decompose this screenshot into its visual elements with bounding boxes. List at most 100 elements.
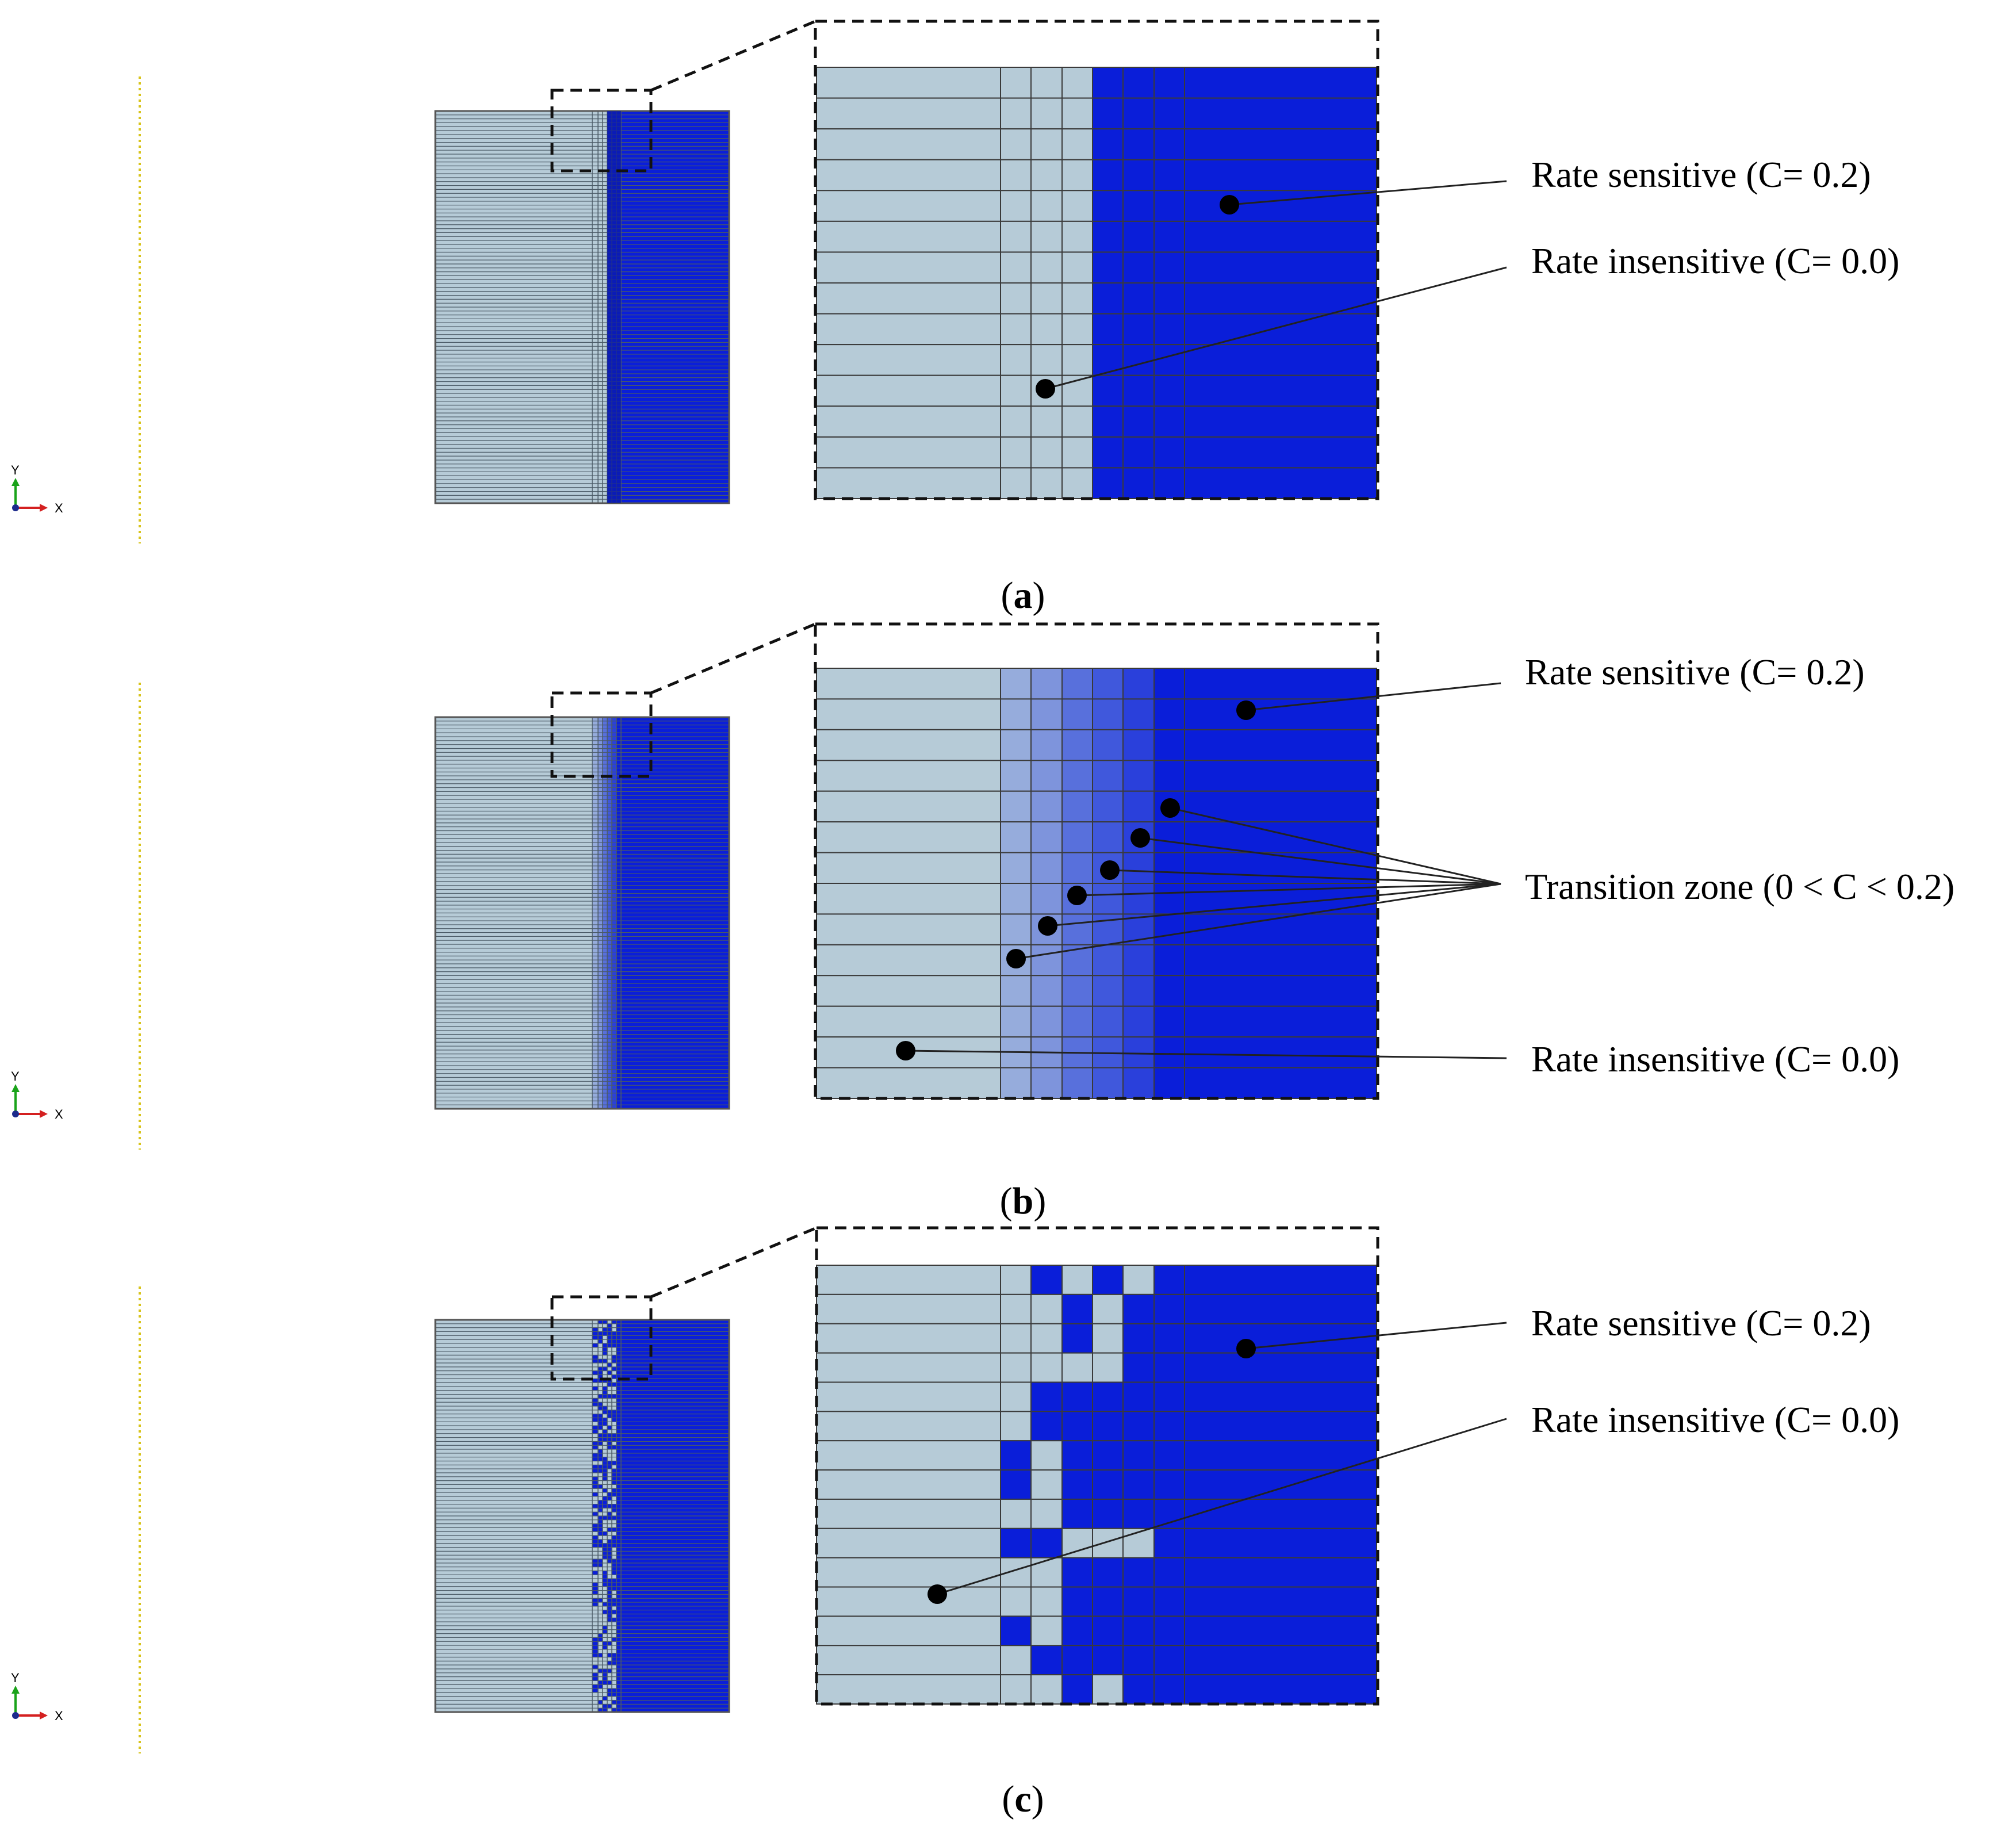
- mesh-cell: [612, 815, 616, 820]
- mesh-cell: [616, 1351, 621, 1355]
- mesh-cell: [1030, 698, 1063, 730]
- mesh-cell: [603, 342, 607, 347]
- mesh-cell: [435, 932, 592, 937]
- mesh-cell: [616, 1606, 621, 1610]
- mesh-cell: [816, 1067, 1001, 1099]
- mesh-cell: [603, 1093, 607, 1097]
- mesh-cell: [603, 181, 607, 186]
- mesh-cell: [603, 487, 607, 492]
- mesh-cell: [603, 440, 607, 445]
- mesh-cell: [616, 1461, 621, 1465]
- mesh-cell: [616, 866, 621, 870]
- mesh-cell: [616, 1453, 621, 1457]
- mesh-cell: [612, 1034, 616, 1039]
- y-arrow-head: [12, 1686, 20, 1694]
- mesh-cell: [616, 830, 621, 835]
- mesh-cell: [616, 1323, 621, 1328]
- mesh-cell: [598, 807, 603, 811]
- mesh-cell: [592, 1676, 598, 1681]
- mesh-cell: [592, 342, 598, 347]
- mesh-cell: [592, 940, 598, 944]
- mesh-cell: [607, 1536, 612, 1540]
- mesh-cell: [607, 1374, 612, 1379]
- mesh-cell: [598, 362, 603, 366]
- mesh-cell: [607, 1030, 612, 1035]
- mesh-cell: [435, 279, 592, 284]
- mesh-cell: [598, 291, 603, 296]
- mesh-cell: [598, 1394, 603, 1399]
- mesh-cell: [435, 158, 592, 162]
- mesh-cell: [592, 1014, 598, 1019]
- mesh-cell: [616, 1539, 621, 1544]
- label-transition-zone: Transition zone (0 < C < 0.2): [1525, 866, 1954, 907]
- mesh-cell: [435, 921, 592, 925]
- mesh-cell: [592, 452, 598, 457]
- mesh-cell: [592, 1653, 598, 1657]
- mesh-cell: [621, 1684, 729, 1689]
- mesh-cell: [616, 995, 621, 1000]
- mesh-cell: [603, 1006, 607, 1011]
- mesh-cell: [592, 1531, 598, 1536]
- mesh-cell: [598, 1598, 603, 1603]
- x-arrow-head: [40, 504, 48, 512]
- mesh-cell: [592, 1406, 598, 1410]
- mesh-cell: [598, 760, 603, 764]
- mesh-cell: [592, 846, 598, 851]
- mesh-cell: [1000, 313, 1032, 346]
- panel-caption: (c): [1002, 1778, 1044, 1820]
- mesh-cell: [603, 131, 607, 135]
- mesh-cell: [621, 134, 729, 139]
- mesh-cell: [435, 491, 592, 496]
- mesh-cell: [598, 154, 603, 158]
- mesh-cell: [598, 452, 603, 457]
- mesh-cell: [603, 1445, 607, 1450]
- mesh-cell: [1122, 1067, 1155, 1099]
- mesh-cell: [607, 1323, 612, 1328]
- mesh-cell: [1122, 128, 1155, 160]
- mesh-cell: [598, 448, 603, 453]
- leader-lines: [937, 1322, 1507, 1595]
- mesh-cell: [607, 740, 612, 745]
- mesh-cell: [598, 480, 603, 484]
- full-mesh: [434, 110, 730, 504]
- mesh-cell: [598, 370, 603, 374]
- mesh-cell: [1061, 975, 1093, 1007]
- mesh-cell: [592, 1657, 598, 1661]
- mesh-cell: [621, 913, 729, 917]
- mesh-cell: [603, 979, 607, 984]
- mesh-cell: [607, 729, 612, 733]
- mesh-cell: [621, 748, 729, 753]
- mesh-cell: [592, 1519, 598, 1524]
- mesh-cell: [621, 1465, 729, 1469]
- mesh-cell: [621, 389, 729, 394]
- mesh-cell: [435, 838, 592, 843]
- mesh-cell: [592, 1433, 598, 1438]
- mesh-cell: [621, 756, 729, 760]
- mesh-cell: [1000, 1527, 1032, 1559]
- mesh-cell: [435, 1575, 592, 1579]
- zoom-frame: [815, 1226, 1379, 1706]
- mesh-cell: [435, 1657, 592, 1661]
- mesh-cell: [1000, 1674, 1032, 1705]
- mesh-cell: [607, 1539, 612, 1544]
- zoomed-mesh: [816, 668, 1377, 1099]
- mesh-cell: [598, 1653, 603, 1657]
- mesh-cell: [1184, 405, 1377, 438]
- mesh-cell: [598, 205, 603, 209]
- mesh-cell: [603, 444, 607, 449]
- mesh-cell: [607, 905, 612, 909]
- mesh-cell: [592, 1484, 598, 1489]
- mesh-cell: [603, 1414, 607, 1418]
- mesh-cell: [592, 1085, 598, 1089]
- mesh-cell: [598, 1418, 603, 1422]
- mesh-cell: [603, 174, 607, 178]
- mesh-cell: [603, 114, 607, 119]
- mesh-cell: [1122, 405, 1155, 438]
- mesh-cell: [603, 1684, 607, 1689]
- mesh-cell: [621, 1331, 729, 1336]
- mesh-cell: [621, 1010, 729, 1015]
- mesh-cell: [598, 307, 603, 311]
- mesh-cell: [603, 889, 607, 894]
- mesh-cell: [603, 362, 607, 366]
- mesh-cell: [816, 1440, 1001, 1471]
